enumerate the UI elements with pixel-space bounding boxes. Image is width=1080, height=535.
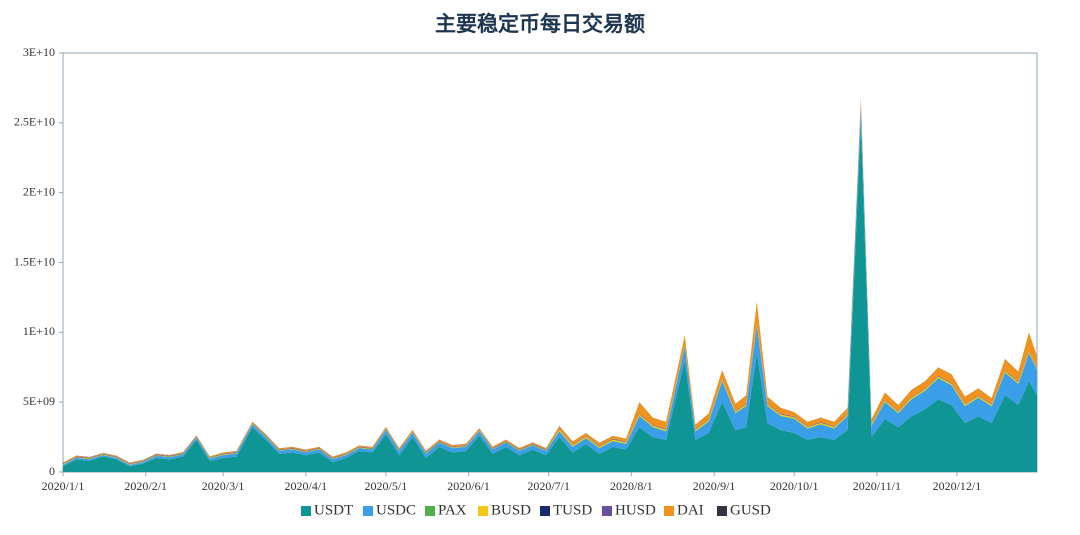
y-tick-label: 3E+10 <box>23 45 55 59</box>
x-tick-label: 2020/11/1 <box>853 479 901 493</box>
legend-swatch <box>602 506 612 516</box>
legend-swatch <box>301 506 311 516</box>
chart-title: 主要稳定币每日交易额 <box>435 12 645 36</box>
x-tick-label: 2020/12/1 <box>933 479 982 493</box>
y-tick-label: 0 <box>49 464 55 478</box>
legend-label: BUSD <box>491 502 531 518</box>
x-tick-label: 2020/4/1 <box>284 479 327 493</box>
legend-label: GUSD <box>730 502 771 518</box>
legend-label: TUSD <box>553 502 592 518</box>
legend-label: DAI <box>677 502 704 518</box>
y-tick-label: 2.5E+10 <box>14 115 55 129</box>
x-tick-label: 2020/6/1 <box>447 479 490 493</box>
legend-swatch <box>540 506 550 516</box>
x-tick-label: 2020/1/1 <box>42 479 85 493</box>
y-tick-label: 2E+10 <box>23 184 55 198</box>
area <box>63 106 1037 467</box>
area <box>63 122 1037 472</box>
legend-label: PAX <box>438 502 467 518</box>
legend-swatch <box>363 506 373 516</box>
y-tick-label: 5E+09 <box>23 394 55 408</box>
x-tick-label: 2020/9/1 <box>693 479 736 493</box>
legend-swatch <box>425 506 435 516</box>
legend-swatch <box>717 506 727 516</box>
x-tick-label: 2020/7/1 <box>527 479 570 493</box>
x-tick-label: 2020/8/1 <box>610 479 653 493</box>
legend-label: USDT <box>314 502 353 518</box>
legend-swatch <box>664 506 674 516</box>
x-tick-label: 2020/5/1 <box>365 479 408 493</box>
x-tick-label: 2020/10/1 <box>770 479 819 493</box>
legend-label: HUSD <box>615 502 656 518</box>
legend-label: USDC <box>376 502 416 518</box>
y-tick-label: 1.5E+10 <box>14 254 55 268</box>
x-tick-label: 2020/2/1 <box>124 479 167 493</box>
x-tick-label: 2020/3/1 <box>202 479 245 493</box>
y-tick-label: 1E+10 <box>23 324 55 338</box>
legend-swatch <box>478 506 488 516</box>
